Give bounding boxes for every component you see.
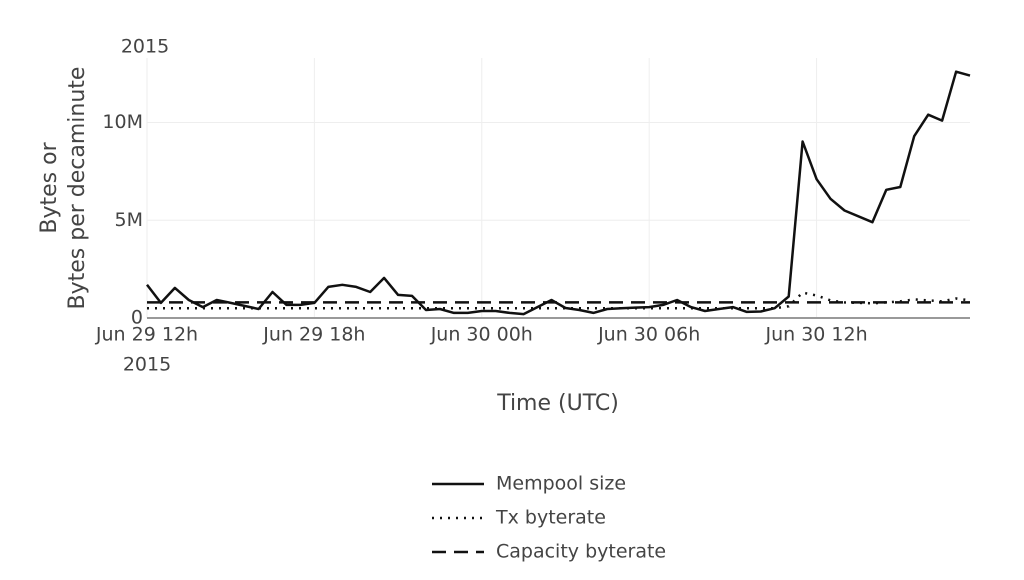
- x-tick-label: Jun 30 00h: [430, 324, 533, 346]
- x-tick-label: Jun 29 12h: [95, 324, 198, 346]
- x-tick-label: Jun 30 06h: [597, 324, 700, 346]
- y-tick-label: 0: [131, 307, 143, 329]
- series-line: [147, 291, 971, 310]
- y-axis-title: Bytes per decaminute: [65, 67, 90, 310]
- y-tick-label: 10M: [102, 111, 143, 133]
- y-axis-title: Bytes or: [37, 141, 62, 233]
- series-line: [146, 70, 971, 316]
- y-tick-label: 5M: [115, 209, 143, 231]
- x-tick-label: Jun 29 18h: [262, 324, 365, 346]
- legend-label: Mempool size: [496, 473, 626, 495]
- legend-label: Capacity byterate: [496, 541, 666, 563]
- x-tick-label: Jun 30 12h: [764, 324, 867, 346]
- x-year-label: 2015: [123, 354, 171, 376]
- legend-label: Tx byterate: [495, 507, 606, 529]
- annotation: 2015: [121, 36, 169, 58]
- x-axis-title: Time (UTC): [496, 391, 619, 416]
